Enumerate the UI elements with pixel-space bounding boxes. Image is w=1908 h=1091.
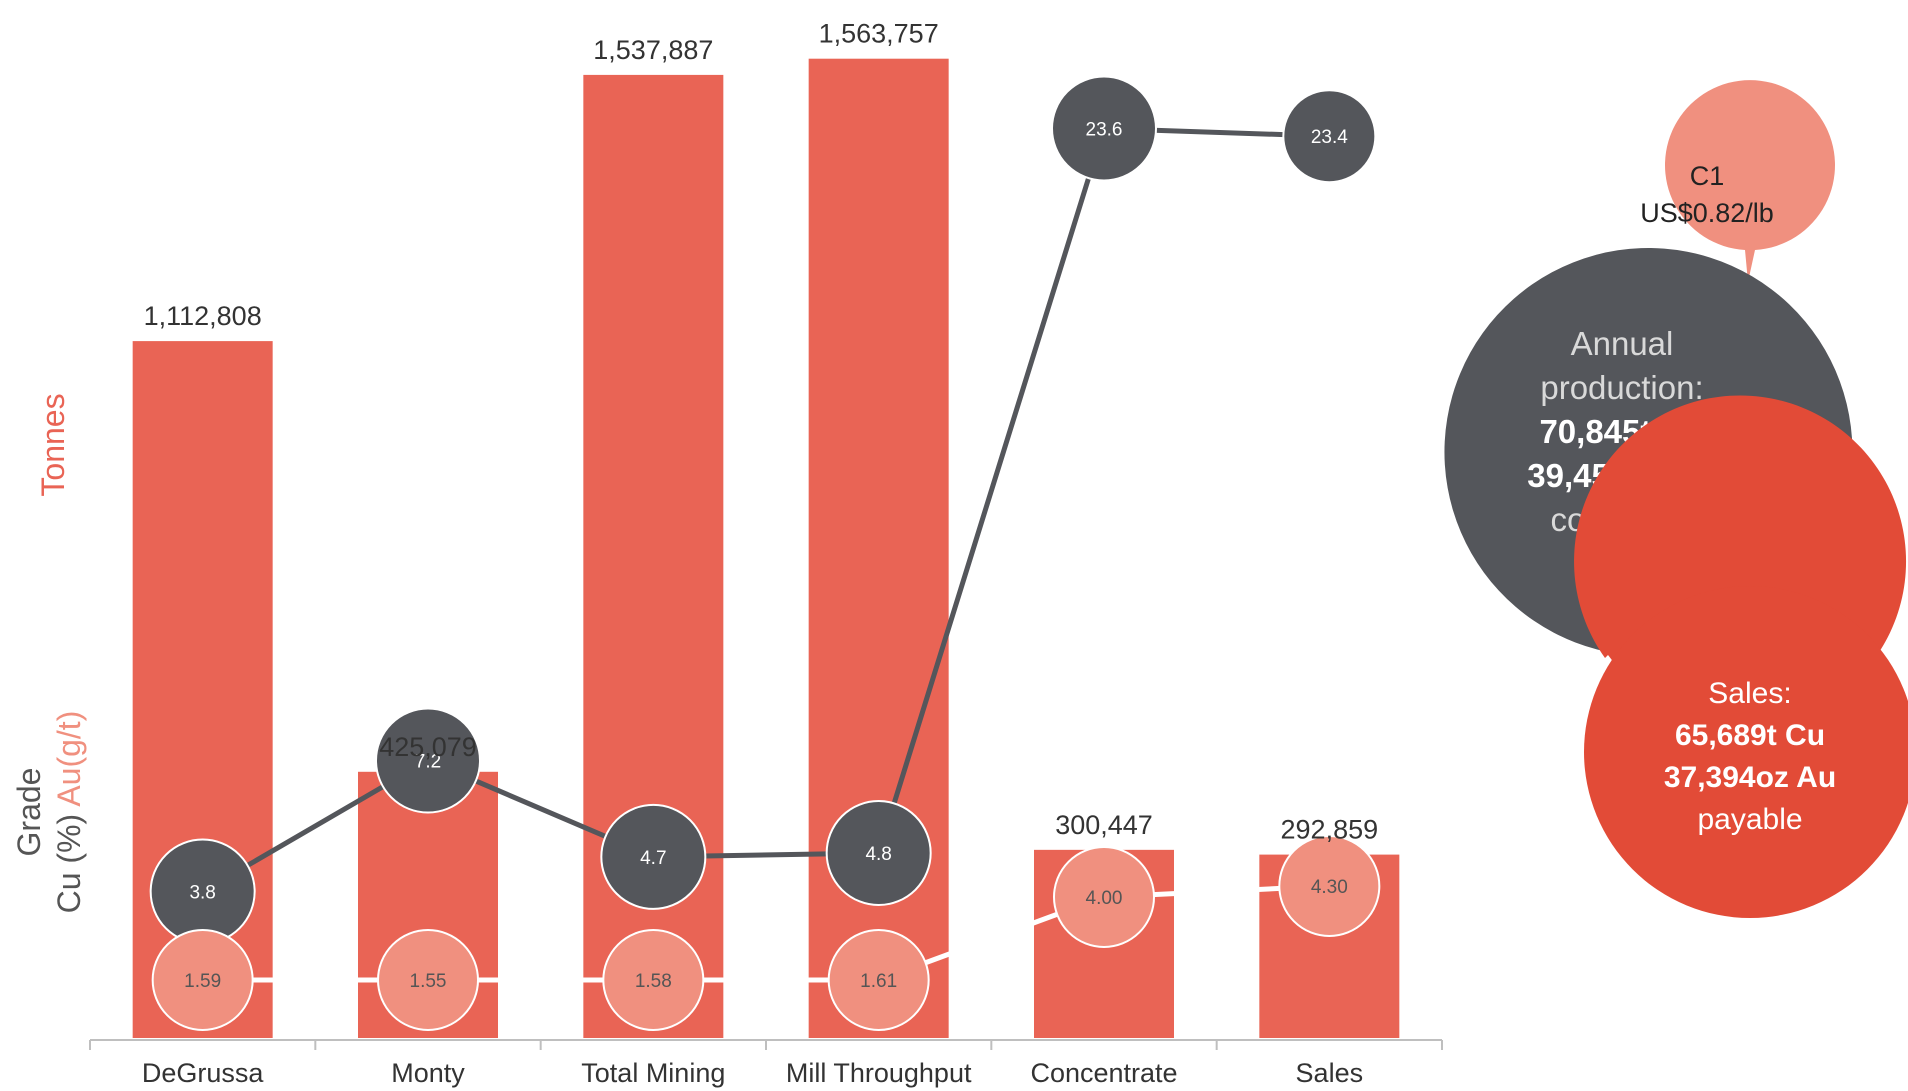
x-tick-label-2: Total Mining: [581, 1058, 725, 1088]
cu-point-1: [375, 707, 481, 814]
cu-point-label-3: 4.8: [865, 844, 891, 865]
au-point-1: [377, 929, 479, 1031]
au-point-4: [1053, 846, 1155, 948]
x-tick-label-5: Sales: [1296, 1058, 1364, 1088]
bar-value-label-0: 1,112,808: [144, 301, 262, 331]
au-point-5: [1278, 835, 1381, 937]
x-tick-label-3: Mill Throughput: [786, 1058, 972, 1088]
sales-bubble-body: [1584, 586, 1908, 918]
x-axis: DeGrussa Monty Total Mining Mill Throughput…: [89, 1039, 1443, 1088]
bar-value-label-1: 425,079: [379, 732, 477, 762]
au-line-layer: 1.59 1.55 1.58 1.61 4.00 4.30: [151, 835, 1381, 1031]
cu-point-label-0: 3.8: [189, 883, 215, 904]
au-point-label-1: 1.55: [410, 971, 447, 992]
cu-line-layer: 3.8 7.2 4.7 4.8 23.6 23.4: [149, 75, 1377, 945]
x-tick-label-4: Concentrate: [1030, 1058, 1177, 1088]
annual-line2: production:: [1540, 369, 1703, 406]
bar-value-label-4: 300,447: [1055, 810, 1153, 840]
cu-point-label-4: 23.6: [1086, 119, 1123, 140]
cu-point-3: [825, 800, 932, 907]
y-label-units: Cu (%) Au(g/t): [51, 711, 87, 914]
bar-value-label-2: 1,537,887: [593, 35, 713, 65]
au-point-3: [827, 929, 930, 1031]
c1-bubble: [1664, 80, 1835, 283]
x-tick-label-1: Monty: [391, 1058, 465, 1088]
c1-line2: US$0.82/lb: [1640, 198, 1774, 228]
cu-point-label-1: 7.2: [415, 752, 441, 773]
cu-point-label-2: 4.7: [640, 848, 666, 869]
sales-line2: 65,689t Cu: [1675, 719, 1825, 752]
bar-value-label-3: 1,563,757: [819, 19, 939, 49]
au-point-0: [151, 929, 254, 1031]
y-label-tonnes: Tonnes: [35, 393, 71, 496]
cu-point-5: [1282, 89, 1377, 184]
sales-line4: payable: [1697, 803, 1802, 836]
au-point-label-3: 1.61: [860, 971, 897, 992]
c1-line1: C1: [1690, 161, 1725, 191]
bar-labels-layer: 1,112,808 425,079 1,537,887 1,563,757 300,44…: [144, 19, 1379, 845]
annual-line1: Annual: [1571, 325, 1674, 362]
cu-point-4: [1051, 75, 1157, 182]
cu-point-2: [600, 803, 707, 910]
au-point-label-0: 1.59: [184, 971, 221, 992]
y-label-cu: Cu (%): [51, 807, 87, 914]
bar-value-label-5: 292,859: [1281, 815, 1379, 845]
y-labels: Tonnes Grade Cu (%) Au(g/t): [11, 393, 87, 913]
y-label-grade: Grade: [11, 768, 47, 857]
sales-line1: Sales:: [1708, 677, 1791, 710]
x-tick-label-0: DeGrussa: [142, 1058, 265, 1088]
y-label-au: Au(g/t): [51, 711, 87, 807]
au-point-2: [602, 929, 705, 1031]
au-point-label-2: 1.58: [635, 971, 672, 992]
au-point-label-4: 4.00: [1086, 888, 1123, 909]
au-point-label-5: 4.30: [1311, 877, 1348, 898]
sales-line3: 37,394oz Au: [1664, 761, 1836, 794]
cu-point-label-5: 23.4: [1311, 127, 1348, 148]
